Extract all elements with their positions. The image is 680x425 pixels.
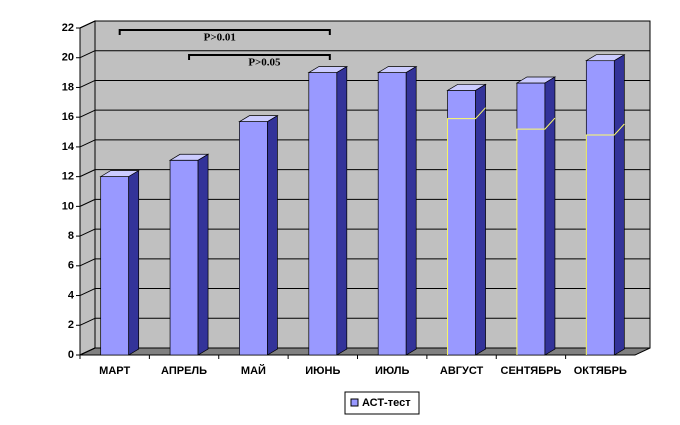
grid-line xyxy=(79,109,96,118)
grid-line xyxy=(79,317,96,326)
bar-side xyxy=(544,76,556,356)
grid-line xyxy=(79,139,96,148)
inner-level xyxy=(447,107,486,355)
side-wall xyxy=(79,20,96,356)
x-tick-label: ИЮЛЬ xyxy=(375,365,410,377)
grid-line xyxy=(79,50,96,59)
bar xyxy=(377,72,407,356)
annotation: P>0.05 xyxy=(248,57,281,69)
x-tick-label: АВГУСТ xyxy=(440,365,484,377)
inner-level xyxy=(585,123,625,355)
y-tick-label: 4 xyxy=(68,289,75,301)
floor xyxy=(79,347,651,356)
bracket xyxy=(118,29,331,35)
bar-side xyxy=(128,170,140,356)
y-tick-label: 2 xyxy=(68,319,74,331)
legend: АСТ-тест xyxy=(344,391,420,415)
x-tick-label: МАЙ xyxy=(241,364,266,377)
legend-swatch xyxy=(350,398,359,407)
x-tick-label: СЕНТЯБРЬ xyxy=(501,365,562,377)
inner-level xyxy=(516,117,556,355)
y-tick-label: 12 xyxy=(62,171,74,183)
grid-line xyxy=(79,20,96,29)
bar-side xyxy=(405,65,417,356)
bar xyxy=(308,72,338,356)
bar xyxy=(239,121,268,356)
grid-line xyxy=(79,347,96,356)
y-tick-label: 10 xyxy=(62,200,74,212)
bar xyxy=(516,82,546,356)
y-tick-label: 18 xyxy=(62,81,74,93)
annotation: P>0.01 xyxy=(204,32,236,44)
y-tick-label: 16 xyxy=(62,111,74,123)
y-tick-label: 6 xyxy=(68,260,74,272)
x-tick-label: АПРЕЛЬ xyxy=(161,365,207,377)
grid-line xyxy=(79,80,96,88)
y-tick-label: 0 xyxy=(68,349,74,361)
legend-box xyxy=(344,391,420,415)
grid-line xyxy=(79,198,96,207)
grid-line xyxy=(79,228,96,237)
y-tick-label: 14 xyxy=(62,141,75,153)
bar xyxy=(100,176,130,356)
bar xyxy=(447,90,476,356)
x-tick-label: ИЮНЬ xyxy=(305,365,340,377)
bar-side xyxy=(475,83,486,356)
legend-label: АСТ-тест xyxy=(362,397,411,409)
y-tick-label: 20 xyxy=(62,52,74,64)
grid-line xyxy=(79,258,96,267)
x-tick-label: ОКТЯБРЬ xyxy=(574,365,627,377)
bar-side xyxy=(197,153,209,356)
bar-side xyxy=(336,65,348,356)
x-tick-label: МАРТ xyxy=(99,365,130,377)
bracket xyxy=(188,54,331,60)
grid-line xyxy=(79,169,96,178)
bar-side xyxy=(267,115,278,356)
y-tick-label: 8 xyxy=(68,230,74,242)
y-tick-label: 22 xyxy=(62,22,74,34)
bar xyxy=(585,60,615,356)
grid-line xyxy=(79,288,96,296)
bar-side xyxy=(613,54,625,356)
bar xyxy=(169,159,199,356)
